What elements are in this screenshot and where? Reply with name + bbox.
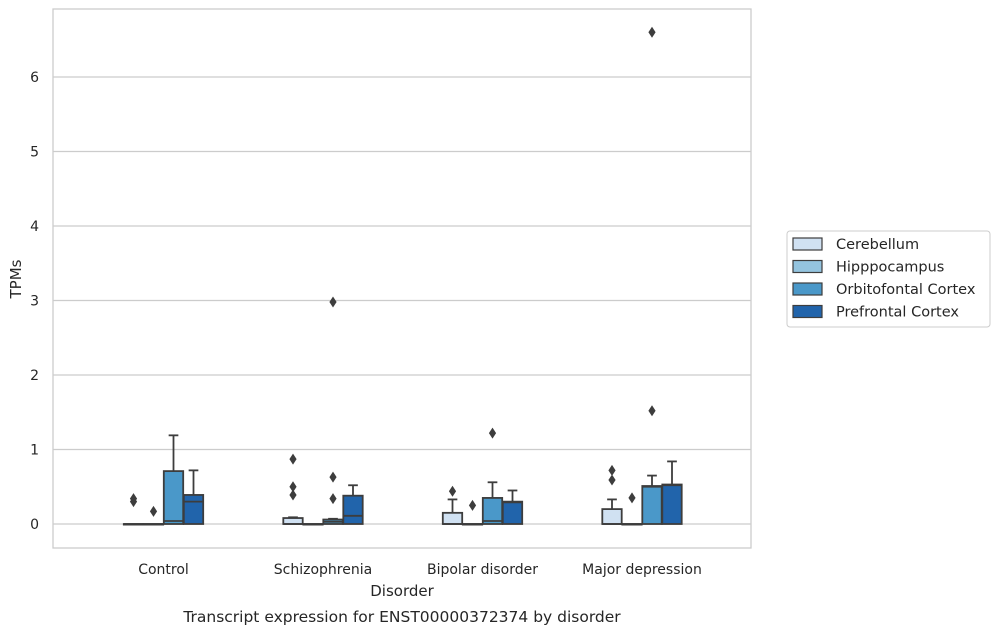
legend-label: Orbitofontal Cortex [836, 282, 976, 298]
outlier-point [488, 427, 497, 439]
outlier-point [329, 296, 337, 308]
box-prefrontal-cortex [182, 469, 205, 525]
outlier-point [468, 499, 477, 511]
legend-label: Cerebellum [836, 237, 919, 253]
box-cerebellum [441, 485, 464, 525]
y-tick-label: 6 [30, 70, 39, 86]
box-body [641, 485, 663, 525]
box-body [661, 483, 683, 525]
x-tick-label: Bipolar disorder [427, 562, 538, 578]
box-orbitofontal-cortex [641, 26, 663, 525]
legend: Cerebellum Hipppocampus Orbitofontal Corte… [786, 230, 991, 328]
box-body [342, 494, 364, 525]
box-body [501, 500, 524, 525]
outlier-point [648, 26, 656, 38]
outlier-point [329, 493, 337, 505]
y-tick-label: 3 [30, 294, 39, 310]
box-cerebellum [282, 453, 304, 525]
y-tick-label: 2 [30, 368, 39, 384]
box-orbitofontal-cortex [322, 296, 344, 525]
box-prefrontal-cortex [342, 484, 364, 525]
plot-frame [52, 8, 752, 549]
legend-label: Prefrontal Cortex [836, 305, 959, 321]
box-hipppocampus [461, 499, 484, 526]
y-axis-title: TPMs [7, 259, 25, 299]
gridlines [53, 76, 751, 525]
legend-swatch [792, 282, 823, 296]
legend-label: Hipppocampus [836, 260, 944, 276]
outlier-point [648, 405, 656, 417]
chart-caption: Transcript expression for ENST0000037237… [182, 608, 621, 626]
legend-swatch [792, 259, 823, 274]
y-tick-label: 4 [30, 219, 39, 235]
box-hipppocampus [142, 505, 165, 526]
boxes [122, 26, 683, 526]
box-cerebellum [601, 464, 623, 525]
outlier-point [289, 453, 297, 465]
x-tick-label: Major depression [582, 562, 702, 578]
box-hipppocampus [302, 523, 324, 526]
box-prefrontal-cortex [661, 460, 683, 525]
x-tick-label: Control [138, 562, 189, 578]
x-tick-label: Schizophrenia [274, 562, 372, 578]
box-prefrontal-cortex [501, 489, 524, 525]
outlier-point [628, 492, 636, 504]
outlier-point [608, 474, 616, 486]
x-axis-title: Disorder [370, 582, 434, 600]
legend-frame [786, 230, 991, 328]
box-orbitofontal-cortex [481, 427, 504, 525]
tick-labels: 0 1 2 3 4 5 6 Control Schizophrenia Bipolar disor… [30, 70, 702, 578]
box-body [481, 497, 504, 525]
box-cerebellum [122, 493, 145, 526]
y-tick-label: 0 [30, 517, 39, 533]
box-orbitofontal-cortex [162, 434, 185, 525]
y-tick-label: 1 [30, 443, 39, 459]
box-body [601, 508, 623, 525]
box-body [182, 494, 205, 525]
outlier-point [448, 485, 457, 497]
box-body [441, 511, 464, 525]
box-body [162, 470, 185, 525]
legend-swatch [792, 237, 823, 251]
outlier-point [149, 505, 158, 517]
box-hipppocampus [621, 492, 643, 526]
legend-swatch [792, 304, 823, 319]
outlier-point [329, 471, 337, 483]
outlier-point [289, 481, 297, 493]
outlier-point [129, 493, 138, 505]
y-tick-label: 5 [30, 145, 39, 161]
outlier-point [608, 464, 616, 476]
outlier-point [289, 489, 297, 501]
